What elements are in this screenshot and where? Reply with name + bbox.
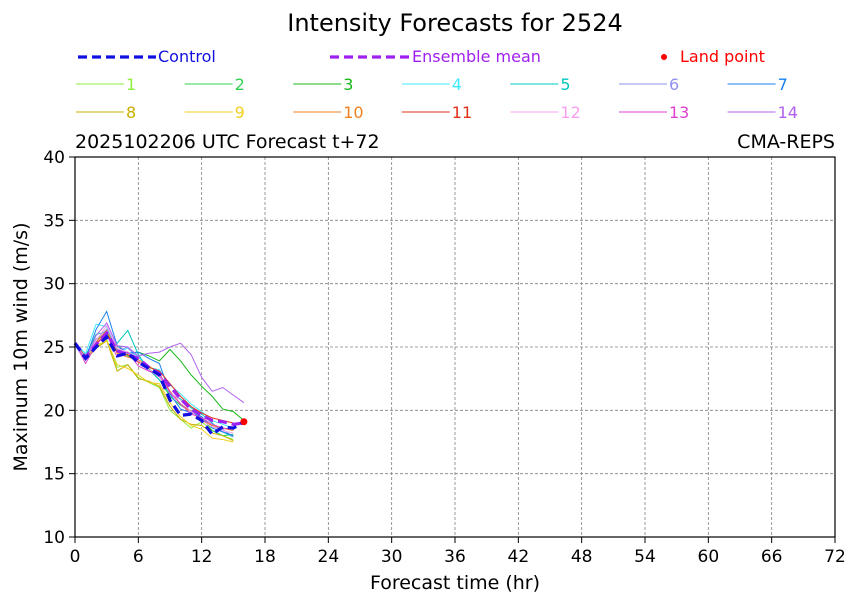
x-tick-label: 66 bbox=[761, 547, 783, 567]
x-tick-label: 60 bbox=[698, 547, 720, 567]
x-tick-label: 36 bbox=[444, 547, 466, 567]
x-tick-label: 54 bbox=[634, 547, 656, 567]
legend-control-label: Control bbox=[158, 47, 216, 66]
x-tick-label: 30 bbox=[381, 547, 403, 567]
forecast-info: 2025102206 UTC Forecast t+72 bbox=[75, 131, 380, 153]
member-line-4 bbox=[74, 323, 234, 429]
legend-member-label-14: 14 bbox=[778, 103, 798, 122]
x-tick-label: 72 bbox=[824, 547, 846, 567]
legend-member-label-8: 8 bbox=[126, 103, 136, 122]
x-tick-label: 18 bbox=[254, 547, 276, 567]
legend-member-label-5: 5 bbox=[560, 75, 570, 94]
legend-land-marker bbox=[661, 54, 667, 60]
plot-area bbox=[73, 310, 248, 443]
y-tick-label: 30 bbox=[43, 275, 65, 295]
legend-mean-label: Ensemble mean bbox=[412, 47, 541, 66]
legend-member-label-10: 10 bbox=[343, 103, 363, 122]
member-line-7 bbox=[74, 310, 234, 437]
member-line-12 bbox=[74, 324, 234, 434]
legend-land-label: Land point bbox=[680, 47, 765, 66]
legend-member-label-4: 4 bbox=[452, 75, 462, 94]
legend-member-label-6: 6 bbox=[669, 75, 679, 94]
y-tick-label: 20 bbox=[43, 401, 65, 421]
axis-ticks: 0 6 12 18 24 30 36 42 48 54 60 66 72 10 15 20 25 30 35 40 bbox=[43, 148, 845, 567]
legend-member-label-11: 11 bbox=[452, 103, 472, 122]
x-tick-label: 6 bbox=[133, 547, 144, 567]
x-tick-label: 42 bbox=[508, 547, 530, 567]
member-line-9 bbox=[74, 340, 234, 443]
y-tick-label: 40 bbox=[43, 148, 65, 168]
legend-member-label-1: 1 bbox=[126, 75, 136, 94]
x-tick-label: 12 bbox=[191, 547, 213, 567]
x-tick-label: 24 bbox=[318, 547, 340, 567]
model-name: CMA-REPS bbox=[737, 131, 835, 153]
y-tick-label: 10 bbox=[43, 528, 65, 548]
x-axis-label: Forecast time (hr) bbox=[370, 572, 540, 594]
control-line bbox=[73, 334, 245, 437]
legend-member-label-13: 13 bbox=[669, 103, 689, 122]
x-tick-label: 0 bbox=[70, 547, 81, 567]
legend-member-label-9: 9 bbox=[235, 103, 245, 122]
land-point-marker bbox=[240, 418, 248, 426]
chart-title: Intensity Forecasts for 2524 bbox=[287, 9, 622, 37]
member-line-13 bbox=[74, 333, 234, 430]
legend-member-label-3: 3 bbox=[343, 75, 353, 94]
legend-member-label-2: 2 bbox=[235, 75, 245, 94]
legend-member-label-12: 12 bbox=[560, 103, 580, 122]
y-tick-label: 35 bbox=[43, 211, 65, 231]
y-tick-label: 15 bbox=[43, 465, 65, 485]
x-tick-label: 48 bbox=[571, 547, 593, 567]
grid bbox=[75, 157, 835, 537]
legend-member-label-7: 7 bbox=[778, 75, 788, 94]
y-tick-label: 25 bbox=[43, 338, 65, 358]
y-axis-label: Maximum 10m wind (m/s) bbox=[10, 223, 32, 472]
member-line-11 bbox=[74, 333, 234, 424]
member-line-14 bbox=[74, 321, 245, 404]
